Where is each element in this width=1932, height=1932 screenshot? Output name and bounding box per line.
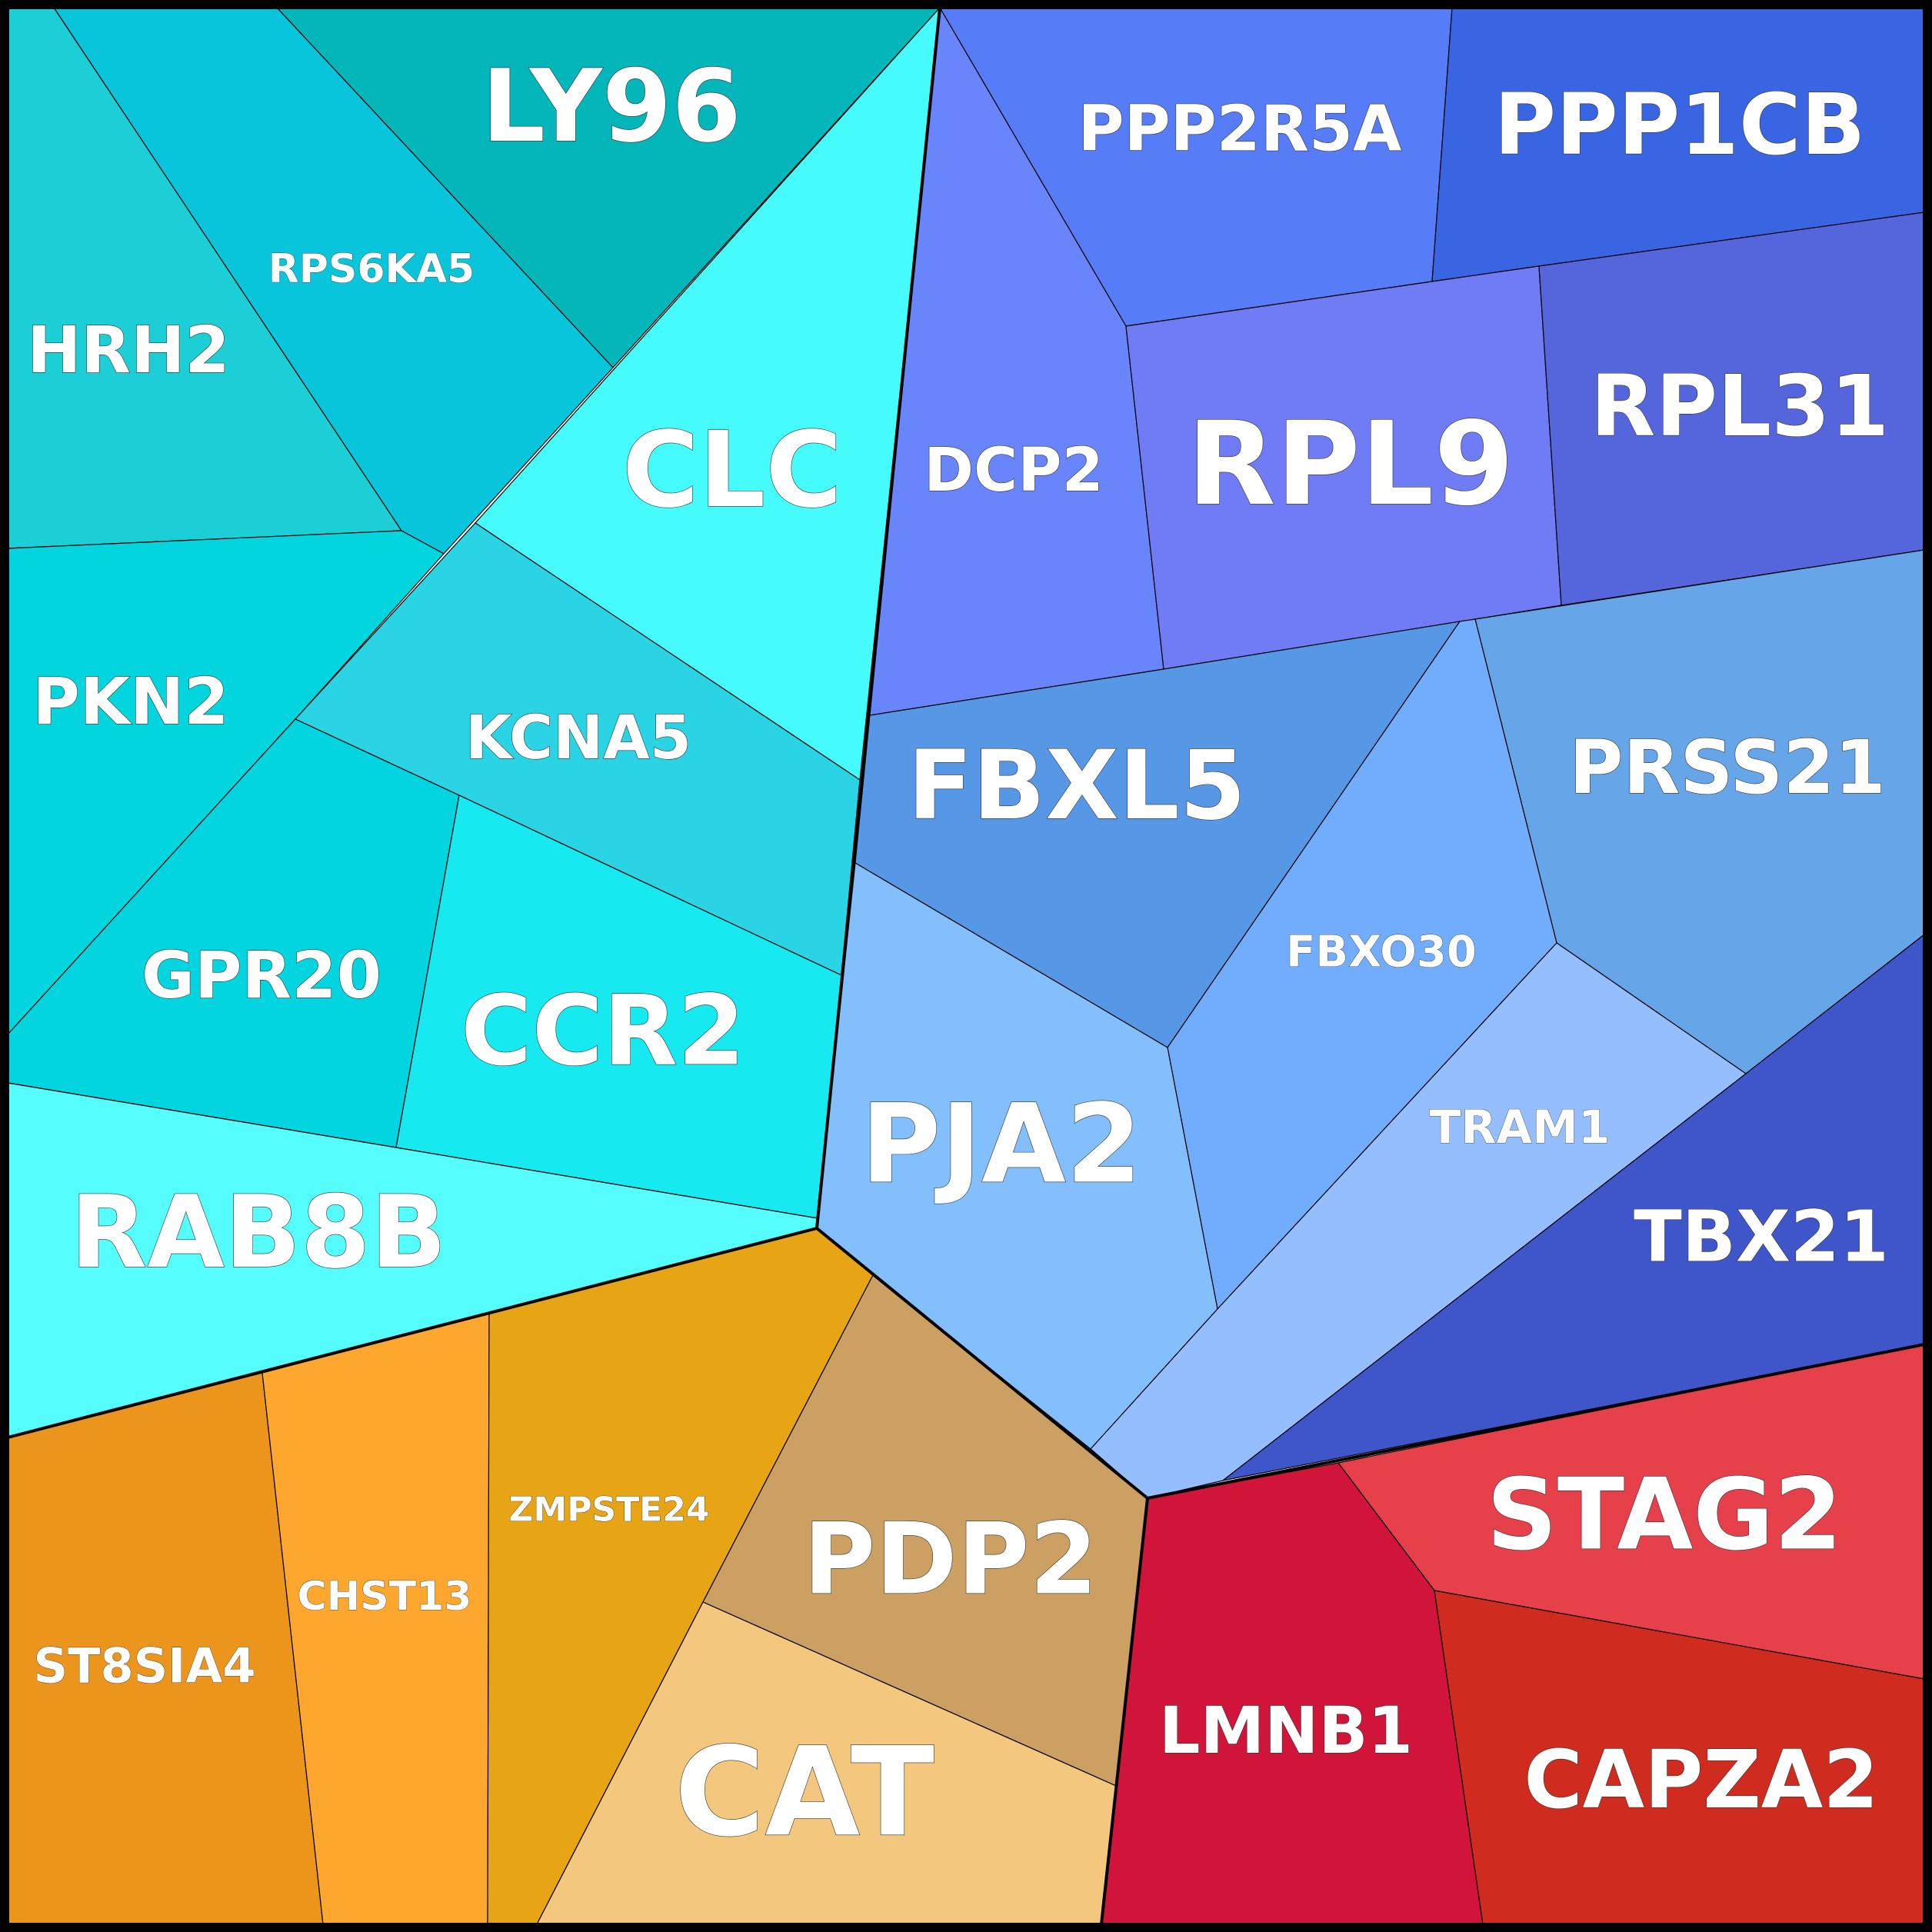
- cell-label-dcp2: DCP2: [924, 436, 1103, 505]
- cell-label-rab8b: RAB8B: [70, 1174, 446, 1291]
- cell-label-rps6ka5: RPS6KA5: [268, 246, 475, 292]
- cell-label-pkn2: PKN2: [32, 664, 228, 739]
- cell-label-tbx21: TBX21: [1634, 1196, 1889, 1278]
- group-border-line: [7, 1227, 818, 1439]
- cell-label-ly96: LY96: [481, 48, 741, 165]
- cell-label-stag2: STAG2: [1487, 1458, 1843, 1573]
- cell-label-chst13: CHST13: [298, 1574, 472, 1620]
- cell-label-ppp2r5a: PPP2R5A: [1078, 93, 1402, 166]
- cells-layer: [7, 7, 1925, 1925]
- cell-label-cat: CAT: [675, 1720, 934, 1864]
- cell-label-fbxl5: FBXL5: [908, 731, 1246, 841]
- cell-label-rpl9: RPL9: [1187, 398, 1514, 531]
- cell-label-gpr20: GPR20: [142, 938, 381, 1013]
- cell-label-pdp2: PDP2: [804, 1503, 1098, 1617]
- cell-label-fbxo30: FBXO30: [1286, 928, 1477, 978]
- group-border-line: [1100, 1497, 1149, 1925]
- cell-label-zmpste24: ZMPSTE24: [509, 1491, 710, 1530]
- cell-label-hrh2: HRH2: [27, 312, 230, 388]
- cell-label-lmnb1: LMNB1: [1159, 1693, 1413, 1768]
- cell-label-capza2: CAPZA2: [1524, 1733, 1878, 1827]
- group-border-line: [1147, 1343, 1925, 1500]
- cell-label-clc: CLC: [622, 410, 842, 531]
- cell-label-ccr2: CCR2: [461, 974, 745, 1088]
- cell-label-prss21: PRSS21: [1569, 724, 1886, 811]
- cell-label-pja2: PJA2: [861, 1081, 1142, 1208]
- cell-label-rpl31: RPL31: [1591, 357, 1890, 455]
- cell-label-tram1: TRAM1: [1429, 1101, 1610, 1154]
- cell-label-st8sia4: ST8SIA4: [34, 1638, 256, 1694]
- group-borders: [7, 7, 1925, 1925]
- cell-label-kcna5: KCNA5: [465, 704, 691, 773]
- cell-label-ppp1cb: PPP1CB: [1494, 75, 1866, 174]
- labels-layer: LY96 RPS6KA5 HRH2 CLC PKN2 KCNA5 GPR20 CCR2RAB8…: [27, 47, 1890, 1864]
